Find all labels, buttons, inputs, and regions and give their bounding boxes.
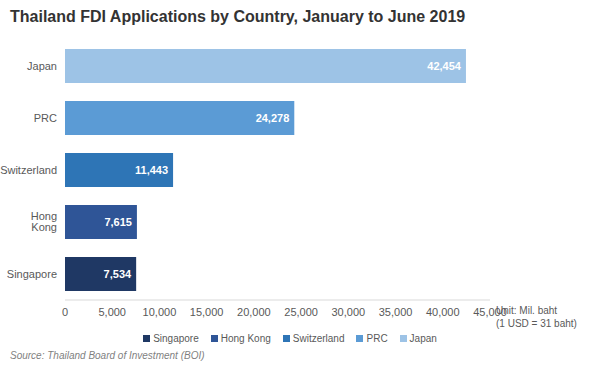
- html-text:Unit: Mil. baht: Unit: Mil. baht: [496, 305, 558, 316]
- html-text:Source: Thailand Board of Inve: Source: Thailand Board of Investment (BO…: [10, 350, 205, 361]
- html-text:Switzerland: Switzerland: [292, 333, 345, 344]
- html-text:Hong Kong: Hong Kong: [220, 333, 271, 344]
- svg-text:HongKong: HongKong: [31, 210, 57, 233]
- svg-text:42,454: 42,454: [427, 60, 462, 72]
- svg-text:Japan: Japan: [27, 60, 57, 72]
- html-text:PRC: PRC: [366, 333, 388, 344]
- svg-text:10,000: 10,000: [143, 306, 177, 318]
- svg-text:40,000: 40,000: [426, 306, 460, 318]
- svg-text:5,000: 5,000: [98, 306, 126, 318]
- svg-text:Switzerland: Switzerland: [8, 164, 57, 176]
- svg-text:25,000: 25,000: [284, 306, 318, 318]
- svg-text:0: 0: [62, 306, 68, 318]
- svg-text:Singapore: Singapore: [8, 268, 57, 280]
- svg-text:20,000: 20,000: [237, 306, 271, 318]
- svg-text:PRC: PRC: [34, 112, 57, 124]
- html-text:Singapore: Singapore: [153, 333, 199, 344]
- html-text:Japan: Japan: [409, 333, 437, 344]
- svg-text:45,000: 45,000: [473, 305, 507, 318]
- svg-text:30,000: 30,000: [332, 306, 366, 318]
- svg-text:7,615: 7,615: [104, 216, 132, 228]
- svg-text:24,278: 24,278: [256, 112, 290, 124]
- svg-text:35,000: 35,000: [379, 306, 413, 318]
- svg-text:7,534: 7,534: [104, 268, 132, 280]
- svg-text:11,443: 11,443: [135, 164, 168, 176]
- svg-text:15,000: 15,000: [190, 306, 224, 318]
- html-text:(1 USD = 31 baht): (1 USD = 31 baht): [496, 318, 577, 329]
- html-text:Thailand FDI Applications by C: Thailand FDI Applications by Country, Ja…: [10, 8, 466, 25]
